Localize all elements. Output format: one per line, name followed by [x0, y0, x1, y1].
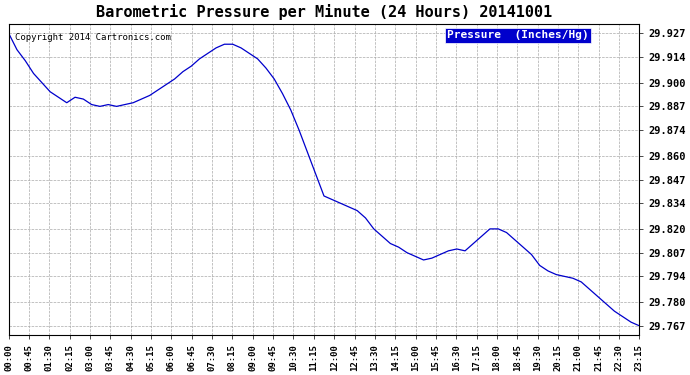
Text: Copyright 2014 Cartronics.com: Copyright 2014 Cartronics.com — [15, 33, 171, 42]
Text: Pressure  (Inches/Hg): Pressure (Inches/Hg) — [447, 30, 589, 40]
Title: Barometric Pressure per Minute (24 Hours) 20141001: Barometric Pressure per Minute (24 Hours… — [96, 4, 552, 20]
